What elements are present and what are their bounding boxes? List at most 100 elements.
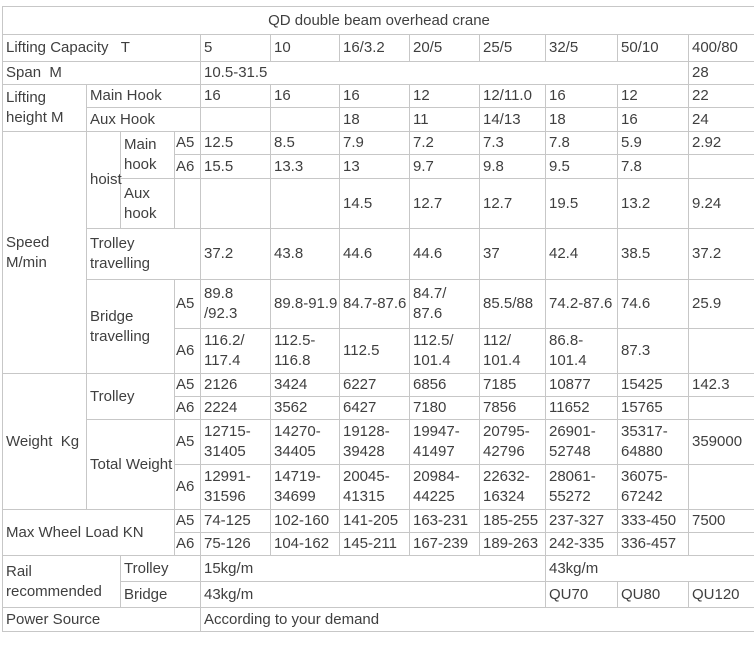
value-cell: 11 (409, 107, 480, 132)
row-bridge-travelling-a6: A6 116.2/ 117.4 112.5- 116.8 112.5 112.5… (3, 328, 754, 374)
row-weight-trolley-a5: Weight Kg Trolley A5 2126 3424 6227 6856… (2, 373, 754, 510)
value-cell: 37 (479, 228, 546, 280)
row-aux-hook-height: Aux Hook 18 11 14/13 18 16 24 (3, 107, 754, 132)
row-bridge-travelling-a5: Bridge travelling A5 89.8 /92.3 89.8-91.… (3, 279, 754, 374)
value-cell: 7856 (479, 396, 546, 420)
value-cell: 400/80 (688, 34, 754, 62)
value-cell (200, 107, 271, 132)
value-cell: 9.8 (479, 154, 546, 179)
value-cell: 7185 (479, 373, 546, 397)
value-cell: 20045- 41315 (339, 464, 410, 510)
value-cell: 13 (339, 154, 410, 179)
value-cell: 7.8 (617, 154, 689, 179)
value-cell: 74.6 (617, 279, 689, 329)
value-cell: 102-160 (270, 509, 340, 533)
a5-label: A5 (174, 131, 201, 155)
value-cell: 9.7 (409, 154, 480, 179)
trolley-travelling-label: Trolley travelling (86, 228, 201, 280)
value-cell: 10877 (545, 373, 618, 397)
value-cell (688, 396, 754, 420)
row-rail-bridge: Bridge 43kg/m QU70 QU80 QU120 (3, 581, 754, 608)
value-cell: 16 (617, 107, 689, 132)
value-cell: 75-126 (200, 532, 271, 556)
value-cell: 16 (200, 84, 271, 108)
value-cell: 13.3 (270, 154, 340, 179)
value-cell: 2224 (200, 396, 271, 420)
value-cell: 13.2 (617, 178, 689, 229)
value-cell: 15425 (617, 373, 689, 397)
value-cell: 7.8 (545, 131, 618, 155)
value-cell: 16 (270, 84, 340, 108)
value-cell: 20/5 (409, 34, 480, 62)
row-trolley-travelling: Trolley travelling 37.2 43.8 44.6 44.6 3… (3, 228, 754, 280)
a6-label: A6 (174, 396, 201, 420)
row-weight-trolley-a6: A6 2224 3562 6427 7180 7856 11652 15765 (3, 396, 754, 420)
value-cell: 141-205 (339, 509, 410, 533)
value-cell: 25/5 (479, 34, 546, 62)
value-cell: 10.5-31.5 (200, 61, 689, 85)
value-cell: 89.8-91.9 (270, 279, 340, 329)
value-cell: 359000 (688, 419, 754, 465)
value-cell: 9.24 (688, 178, 754, 229)
a5-label: A5 (174, 279, 201, 329)
row-span: Span M 10.5-31.5 28 (2, 61, 754, 85)
a6-label: A6 (174, 328, 201, 374)
max-wheel-load-label: Max Wheel Load KN (2, 509, 175, 556)
main-hook-label: Main Hook (86, 84, 201, 108)
value-cell: 12.7 (409, 178, 480, 229)
value-cell: 112.5 (339, 328, 410, 374)
value-cell: 167-239 (409, 532, 480, 556)
value-cell: 7.9 (339, 131, 410, 155)
value-cell: 43kg/m (545, 555, 754, 582)
value-cell (688, 328, 754, 374)
value-cell: 19947- 41497 (409, 419, 480, 465)
value-cell: 112/ 101.4 (479, 328, 546, 374)
speed-label: Speed M/min (2, 131, 87, 374)
value-cell: 104-162 (270, 532, 340, 556)
value-cell: 74-125 (200, 509, 271, 533)
value-cell: 20984- 44225 (409, 464, 480, 510)
value-cell: 18 (545, 107, 618, 132)
rail-bridge-label: Bridge (120, 581, 201, 608)
row-total-weight-a5: Total Weight A5 12715- 31405 14270- 3440… (3, 419, 754, 510)
a6-label: A6 (174, 532, 201, 556)
span-label: Span M (2, 61, 201, 85)
value-cell: 14/13 (479, 107, 546, 132)
weight-label: Weight Kg (2, 373, 87, 510)
value-cell: 6856 (409, 373, 480, 397)
value-cell: 43.8 (270, 228, 340, 280)
value-cell: 16/3.2 (339, 34, 410, 62)
a5-label: A5 (174, 373, 201, 397)
value-cell: 35317- 64880 (617, 419, 689, 465)
row-title: QD double beam overhead crane (2, 6, 754, 35)
value-cell: 37.2 (688, 228, 754, 280)
value-cell: 112.5- 116.8 (270, 328, 340, 374)
value-cell: QU70 (545, 581, 618, 608)
aux-hook-label: Aux Hook (86, 107, 201, 132)
row-power-source: Power Source According to your demand (2, 607, 754, 632)
value-cell: 3424 (270, 373, 340, 397)
value-cell: 7180 (409, 396, 480, 420)
value-cell (270, 178, 340, 229)
value-cell (688, 464, 754, 510)
value-cell: 3562 (270, 396, 340, 420)
speed-main-hook-label: Main hook (120, 131, 175, 179)
value-cell: 25.9 (688, 279, 754, 329)
value-cell: 86.8- 101.4 (545, 328, 618, 374)
value-cell: 11652 (545, 396, 618, 420)
row-lifting-capacity: Lifting Capacity T 5 10 16/3.2 20/5 25/5… (2, 34, 754, 62)
value-cell: 10 (270, 34, 340, 62)
value-cell: 185-255 (479, 509, 546, 533)
value-cell: According to your demand (200, 607, 754, 632)
value-cell: 12 (409, 84, 480, 108)
rail-trolley-label: Trolley (120, 555, 201, 582)
value-cell: 145-211 (339, 532, 410, 556)
value-cell: 22632- 16324 (479, 464, 546, 510)
speed-aux-hook-label: Aux hook (120, 178, 175, 229)
hoist-label: hoist (86, 131, 122, 229)
value-cell: 19128- 39428 (339, 419, 410, 465)
a5-label: A5 (174, 509, 201, 533)
value-cell: 43kg/m (200, 581, 546, 608)
value-cell: 50/10 (617, 34, 689, 62)
value-cell: 26901- 52748 (545, 419, 618, 465)
